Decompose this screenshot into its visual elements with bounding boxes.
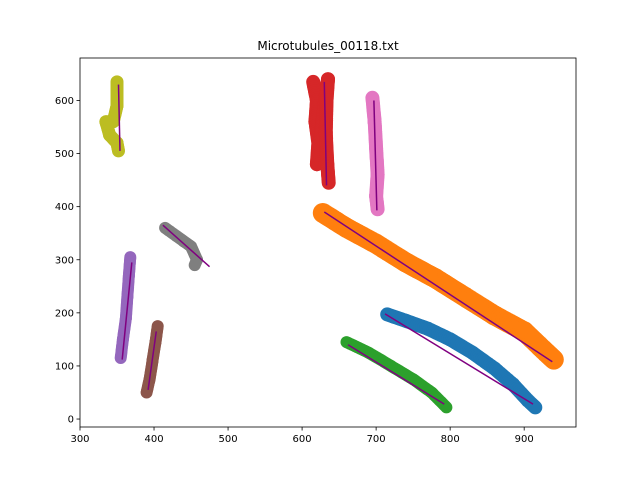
plot-area [99,72,564,415]
data-point [321,175,336,190]
y-tick-label: 0 [68,415,74,426]
series-6 [140,320,164,399]
data-point [543,349,564,370]
y-tick-label: 100 [55,361,74,372]
series-1 [380,307,543,415]
data-point [370,202,385,217]
x-tick-label: 900 [515,434,534,445]
fit-line-9 [117,84,121,151]
chart-title: Microtubules_00118.txt [257,39,399,53]
fit-line-4 [323,81,328,186]
data-point [114,352,127,364]
series-5 [114,251,137,364]
y-tick-label: 600 [55,96,74,107]
fit-line-8 [162,224,211,268]
y-tick-label: 500 [55,149,74,160]
x-tick-label: 500 [219,434,238,445]
fit-line-2 [323,211,553,363]
x-tick-label: 600 [293,434,312,445]
fit-line-1 [384,313,534,405]
fit-line-5 [121,262,133,360]
x-tick-label: 300 [70,434,89,445]
fit-line-7 [373,100,378,211]
axes: 300 400 500 600 700 800 900 0 100 200 300 400 500 600 [55,57,577,445]
x-tick-label: 700 [367,434,386,445]
fit-line-3 [347,344,445,405]
data-point [188,259,201,272]
data-point [112,144,125,158]
series-9 [99,75,125,158]
axes-frame [79,57,577,428]
fit-lines [117,81,553,405]
fit-line-6 [147,331,157,390]
x-tick-label: 400 [144,434,163,445]
y-tick-label: 400 [55,202,74,213]
series-2 [312,203,564,370]
x-tick-label: 800 [441,434,460,445]
y-tick-label: 300 [55,255,74,266]
y-tick-label: 200 [55,308,74,319]
data-point [140,386,153,399]
